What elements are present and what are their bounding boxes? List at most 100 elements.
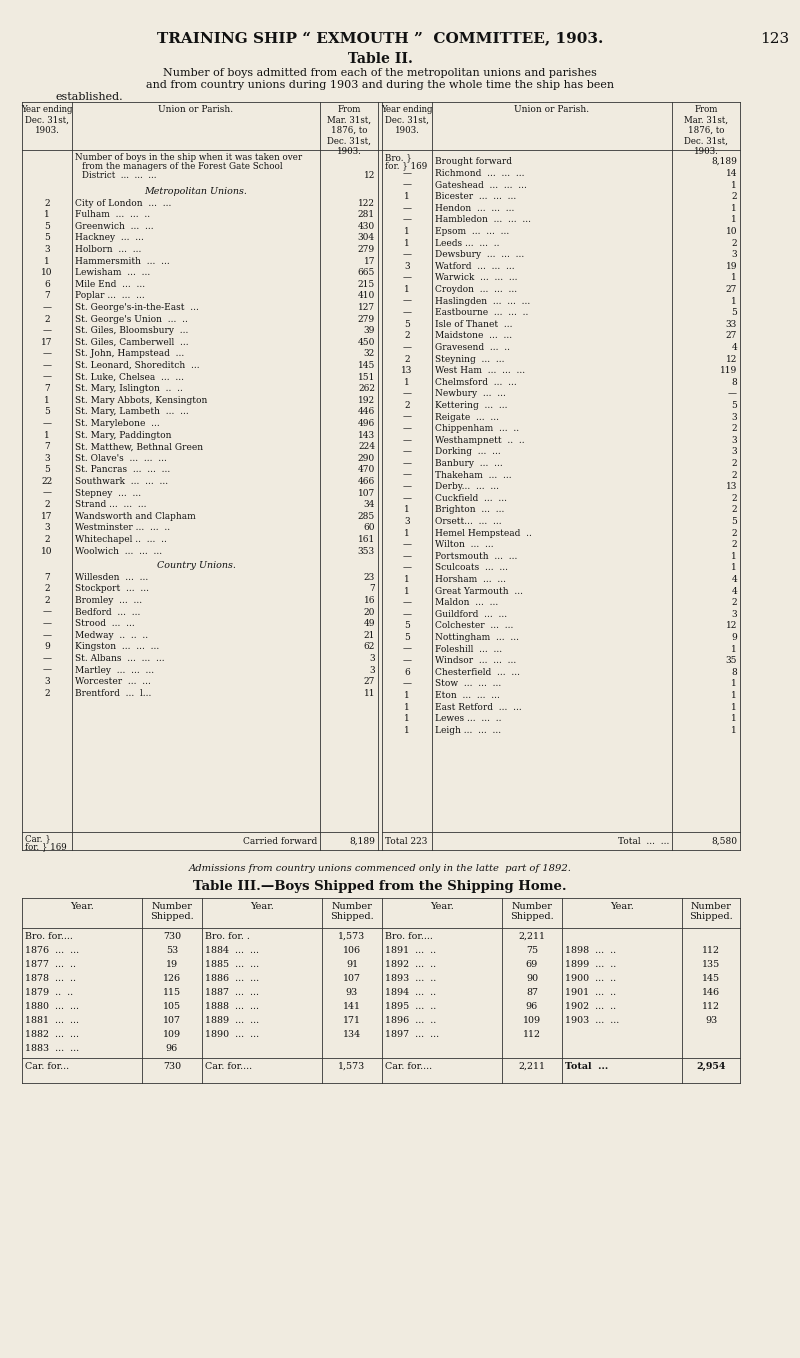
Text: 2,211: 2,211	[518, 932, 546, 941]
Text: 112: 112	[523, 1029, 541, 1039]
Text: 450: 450	[358, 338, 375, 346]
Text: from the managers of the Forest Gate School: from the managers of the Forest Gate Sch…	[82, 162, 282, 171]
Text: Westhampnett  ..  ..: Westhampnett .. ..	[435, 436, 525, 445]
Text: 8,189: 8,189	[711, 158, 737, 166]
Text: 1880  ...  ...: 1880 ... ...	[25, 1002, 79, 1010]
Text: 2: 2	[731, 599, 737, 607]
Text: 730: 730	[163, 1062, 181, 1071]
Text: 5: 5	[404, 633, 410, 642]
Text: 1: 1	[404, 285, 410, 293]
Text: Year.: Year.	[250, 902, 274, 911]
Text: Sculcoats  ...  ...: Sculcoats ... ...	[435, 564, 508, 573]
Text: Brighton  ...  ...: Brighton ... ...	[435, 505, 504, 515]
Text: St. Giles, Bloomsbury  ...: St. Giles, Bloomsbury ...	[75, 326, 188, 335]
Text: Hackney  ...  ...: Hackney ... ...	[75, 234, 144, 242]
Text: Hemel Hempstead  ..: Hemel Hempstead ..	[435, 528, 532, 538]
Text: —: —	[42, 655, 51, 663]
Text: 1893  ...  ..: 1893 ... ..	[385, 974, 436, 983]
Text: 21: 21	[364, 631, 375, 640]
Text: 27: 27	[726, 285, 737, 293]
Text: 1: 1	[404, 574, 410, 584]
Text: —: —	[402, 308, 411, 318]
Text: Epsom  ...  ...  ...: Epsom ... ... ...	[435, 227, 510, 236]
Text: 5: 5	[404, 622, 410, 630]
Text: 145: 145	[702, 974, 720, 983]
Text: St. George's-in-the-East  ...: St. George's-in-the-East ...	[75, 303, 199, 312]
Text: 127: 127	[358, 303, 375, 312]
Text: Watford  ...  ...  ...: Watford ... ... ...	[435, 262, 514, 270]
Text: 151: 151	[358, 372, 375, 382]
Text: 112: 112	[702, 1002, 720, 1010]
Text: 2: 2	[44, 535, 50, 545]
Text: 1903  ...  ...: 1903 ... ...	[565, 1016, 619, 1025]
Text: Year.: Year.	[430, 902, 454, 911]
Text: 3: 3	[44, 678, 50, 686]
Text: 126: 126	[163, 974, 181, 983]
Text: 2: 2	[731, 459, 737, 469]
Text: 145: 145	[358, 361, 375, 369]
Text: 496: 496	[358, 420, 375, 428]
Text: 107: 107	[163, 1016, 181, 1025]
Text: —: —	[42, 326, 51, 335]
Text: 5: 5	[731, 308, 737, 318]
Text: Foleshill  ...  ...: Foleshill ... ...	[435, 645, 502, 653]
Text: 2: 2	[44, 198, 50, 208]
Text: 8: 8	[731, 378, 737, 387]
Text: St. George's Union  ...  ..: St. George's Union ... ..	[75, 315, 188, 323]
Text: TRAINING SHIP “ EXMOUTH ”  COMMITTEE, 1903.: TRAINING SHIP “ EXMOUTH ” COMMITTEE, 190…	[157, 33, 603, 46]
Text: 1: 1	[731, 296, 737, 306]
Text: Portsmouth  ...  ...: Portsmouth ... ...	[435, 551, 518, 561]
Text: 9: 9	[44, 642, 50, 652]
Text: 1: 1	[404, 587, 410, 596]
Text: —: —	[402, 250, 411, 259]
Text: Table III.—Boys Shipped from the Shipping Home.: Table III.—Boys Shipped from the Shippin…	[193, 880, 567, 894]
Text: Reigate  ...  ...: Reigate ... ...	[435, 413, 499, 421]
Text: Greenwich  ...  ...: Greenwich ... ...	[75, 221, 154, 231]
Text: 1890  ...  ...: 1890 ... ...	[205, 1029, 259, 1039]
Text: —: —	[402, 540, 411, 549]
Text: 1887  ...  ...: 1887 ... ...	[205, 989, 259, 997]
Text: 1: 1	[404, 227, 410, 236]
Text: Dorking  ...  ...: Dorking ... ...	[435, 447, 501, 456]
Text: 730: 730	[163, 932, 181, 941]
Text: 2: 2	[44, 689, 50, 698]
Text: Car. for...: Car. for...	[25, 1062, 69, 1071]
Text: 1: 1	[731, 702, 737, 712]
Text: —: —	[402, 344, 411, 352]
Text: 192: 192	[358, 395, 375, 405]
Text: 1: 1	[404, 528, 410, 538]
Text: Hammersmith  ...  ...: Hammersmith ... ...	[75, 257, 170, 266]
Text: —: —	[402, 679, 411, 689]
Text: 23: 23	[364, 573, 375, 581]
Text: —: —	[42, 349, 51, 359]
Text: Carried forward: Carried forward	[242, 837, 317, 846]
Text: Richmond  ...  ...  ...: Richmond ... ... ...	[435, 168, 525, 178]
Text: Medway  ..  ..  ..: Medway .. .. ..	[75, 631, 148, 640]
Text: 1876  ...  ...: 1876 ... ...	[25, 947, 79, 955]
Text: —: —	[402, 436, 411, 445]
Text: 135: 135	[702, 960, 720, 970]
Text: 2: 2	[731, 494, 737, 502]
Text: Stow  ...  ...  ...: Stow ... ... ...	[435, 679, 502, 689]
Text: 1902  ...  ..: 1902 ... ..	[565, 1002, 616, 1010]
Text: Eton  ...  ...  ...: Eton ... ... ...	[435, 691, 500, 699]
Text: 1: 1	[404, 691, 410, 699]
Text: 107: 107	[358, 489, 375, 497]
Text: 122: 122	[358, 198, 375, 208]
Text: 1888  ...  ...: 1888 ... ...	[205, 1002, 259, 1010]
Text: 143: 143	[358, 430, 375, 440]
Text: Croydon  ...  ...  ...: Croydon ... ... ...	[435, 285, 517, 293]
Text: Brought forward: Brought forward	[435, 158, 512, 166]
Text: —: —	[42, 372, 51, 382]
Text: 161: 161	[358, 535, 375, 545]
Text: 3: 3	[404, 517, 410, 526]
Text: 224: 224	[358, 443, 375, 451]
Text: Leeds ...  ...  ..: Leeds ... ... ..	[435, 239, 499, 247]
Text: 134: 134	[343, 1029, 361, 1039]
Text: 1: 1	[404, 505, 410, 515]
Text: Martley  ...  ...  ...: Martley ... ... ...	[75, 665, 154, 675]
Text: East Retford  ...  ...: East Retford ... ...	[435, 702, 522, 712]
Text: —: —	[42, 607, 51, 617]
Text: 7: 7	[370, 584, 375, 593]
Text: 12: 12	[726, 354, 737, 364]
